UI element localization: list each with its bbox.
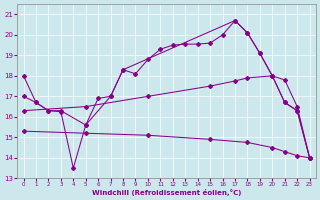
X-axis label: Windchill (Refroidissement éolien,°C): Windchill (Refroidissement éolien,°C) [92,189,241,196]
